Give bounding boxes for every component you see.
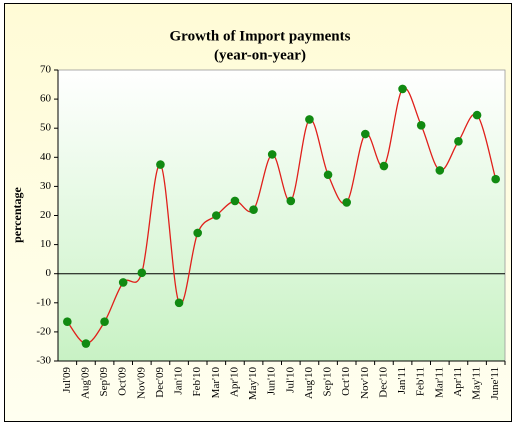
x-tick-label: Feb'11 (415, 367, 427, 396)
y-tick-label: -10 (36, 296, 51, 308)
y-tick-label: 40 (40, 151, 52, 163)
y-tick-label: 0 (46, 267, 52, 279)
data-point (416, 120, 426, 130)
data-point (267, 150, 277, 159)
data-point (398, 84, 407, 94)
y-tick-label: 50 (40, 122, 52, 134)
data-point (137, 268, 147, 278)
x-tick-label: Jul'09 (61, 367, 73, 393)
data-point (454, 136, 463, 146)
x-tick-label: Oct'09 (117, 367, 129, 396)
x-tick-label: Nov'10 (359, 367, 371, 399)
y-axis-label: percentage (10, 186, 24, 242)
y-tick-label: 20 (40, 209, 52, 221)
y-tick-label: 10 (40, 238, 52, 250)
x-tick-label: Jul'10 (284, 367, 296, 393)
data-point (305, 115, 314, 124)
data-point (249, 205, 258, 214)
x-tick-label: Apr'11 (452, 367, 464, 397)
data-point (286, 196, 296, 206)
chart-title: Growth of Import payments (170, 28, 351, 44)
y-tick-label: -20 (36, 325, 51, 337)
x-tick-label: Mar'11 (433, 367, 445, 398)
x-tick-label: Jan'10 (173, 367, 185, 395)
data-point (472, 110, 482, 120)
data-point (361, 129, 370, 139)
y-tick-label: 70 (40, 64, 52, 76)
data-point (63, 317, 72, 327)
x-tick-label: Feb'10 (191, 367, 203, 397)
data-point (342, 198, 351, 207)
x-tick-label: Sep'09 (98, 367, 110, 397)
data-point (230, 196, 240, 206)
x-tick-label: Sep'10 (322, 367, 334, 397)
x-tick-label: Aug'09 (79, 367, 91, 399)
x-tick-label: May'10 (247, 367, 259, 401)
data-point (323, 170, 333, 180)
data-point (174, 298, 184, 308)
data-point (379, 161, 389, 171)
y-tick-label: -30 (36, 355, 51, 367)
data-point (435, 166, 445, 175)
x-tick-label: Dec'10 (377, 367, 389, 398)
plot-area (57, 69, 506, 362)
y-tick-label: 60 (40, 93, 52, 105)
chart-subtitle: (year-on-year) (214, 47, 306, 63)
x-tick-label: Oct'10 (340, 367, 352, 396)
data-point (212, 211, 221, 220)
x-tick-label: Dec'09 (154, 367, 166, 398)
x-tick-label: Apr'10 (228, 367, 240, 398)
data-point (193, 228, 202, 238)
x-tick-label: June'11 (489, 367, 501, 400)
data-point (156, 160, 165, 169)
x-tick-label: Mar'10 (210, 367, 222, 399)
x-tick-label: Jan'11 (396, 367, 408, 394)
y-tick-label: 30 (40, 180, 52, 192)
x-tick-label: May'11 (471, 367, 483, 400)
data-point (100, 317, 109, 327)
x-tick-label: Jun'10 (266, 367, 278, 396)
x-tick-label: Aug'10 (303, 367, 315, 399)
data-point (81, 339, 91, 348)
x-tick-label: Nov'09 (135, 367, 147, 399)
data-point (118, 278, 128, 287)
data-point (491, 174, 500, 184)
